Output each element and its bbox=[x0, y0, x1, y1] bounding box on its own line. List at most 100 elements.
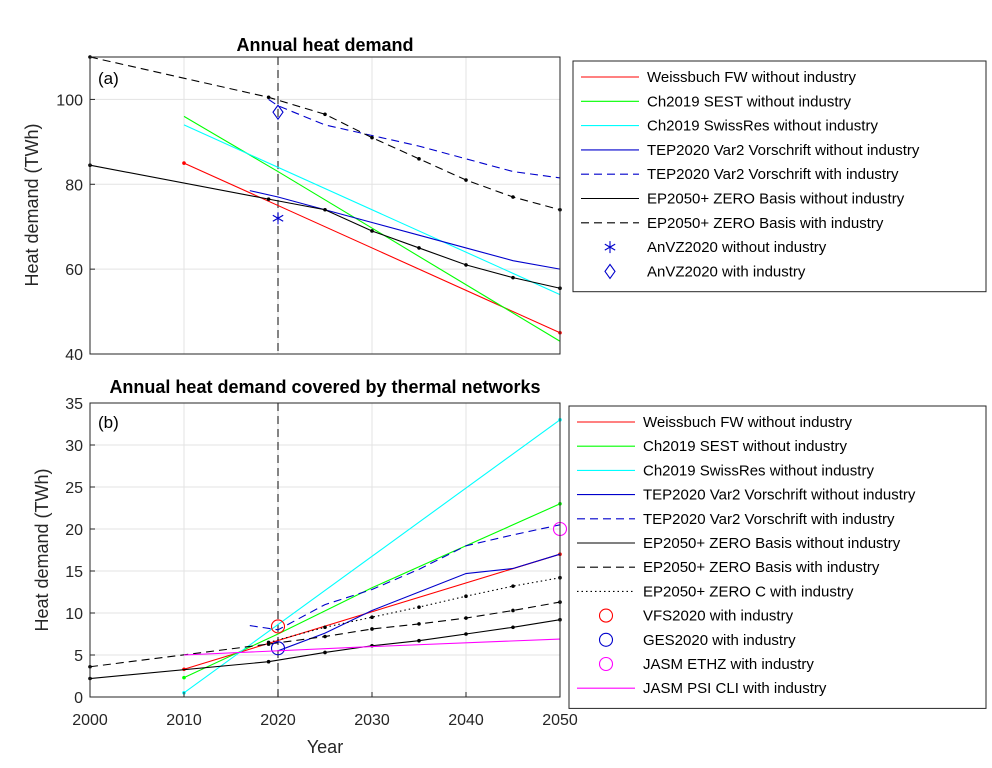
series-tep2020-var2-vorschrift-with-industry bbox=[249, 524, 561, 631]
legend-label: EP2050+ ZERO Basis with industry bbox=[643, 559, 880, 576]
legend: Weissbuch FW without industry Ch2019 SEST… bbox=[572, 60, 987, 293]
series-line bbox=[268, 98, 561, 179]
legend-label: VFS2020 with industry bbox=[643, 608, 794, 625]
x-tick-label: 2040 bbox=[448, 712, 484, 729]
series-ep2050-zero-basis-with-industry bbox=[88, 600, 562, 669]
legend-box bbox=[568, 405, 987, 709]
circle-marker bbox=[270, 641, 286, 656]
legend-item: EP2050+ ZERO Basis with industry bbox=[577, 559, 880, 576]
data-point bbox=[511, 275, 515, 280]
data-point bbox=[464, 178, 468, 182]
legend-label: TEP2020 Var2 Vorschrift without industry bbox=[643, 487, 916, 504]
series-ch2019-sest-without-industry bbox=[183, 115, 561, 342]
series-group bbox=[88, 55, 562, 342]
circle-marker bbox=[270, 619, 286, 634]
series-line bbox=[183, 162, 561, 334]
series-jasm-psi-cli-with-industry bbox=[183, 638, 561, 656]
legend-label: EP2050+ ZERO Basis without industry bbox=[647, 191, 905, 208]
series-ep2050-zero-basis-without-industry bbox=[88, 163, 562, 291]
diamond-marker bbox=[604, 263, 616, 280]
series-line bbox=[183, 503, 561, 679]
y-tick-label: 30 bbox=[65, 438, 83, 455]
panel-label: (a) bbox=[98, 69, 119, 88]
legend-item: AnVZ2020 without industry bbox=[604, 239, 827, 256]
panel-label: (b) bbox=[98, 413, 119, 432]
y-tick-label: 60 bbox=[65, 262, 83, 279]
legend-item: AnVZ2020 with industry bbox=[604, 263, 806, 280]
series-group bbox=[88, 418, 568, 695]
legend-label: EP2050+ ZERO Basis with industry bbox=[647, 215, 884, 232]
series-line bbox=[249, 524, 561, 631]
data-point bbox=[464, 616, 468, 620]
legend-label: TEP2020 Var2 Vorschrift without industry bbox=[647, 142, 920, 159]
y-tick-label: 15 bbox=[65, 564, 83, 581]
series-tep2020-var2-vorschrift-with-industry bbox=[268, 98, 561, 179]
y-tick-label: 35 bbox=[65, 396, 83, 413]
series-line bbox=[89, 619, 561, 680]
legend-label: AnVZ2020 with industry bbox=[647, 263, 806, 280]
circle-marker bbox=[598, 632, 614, 647]
data-point bbox=[370, 627, 374, 631]
legend-label: TEP2020 Var2 Vorschrift with industry bbox=[643, 511, 895, 528]
y-tick-label: 100 bbox=[56, 92, 83, 109]
x-axis-label: Year bbox=[307, 737, 343, 757]
y-tick-label: 40 bbox=[65, 347, 83, 364]
legend-item: Ch2019 SwissRes without industry bbox=[577, 462, 874, 479]
asterisk-marker bbox=[604, 241, 616, 254]
data-point bbox=[323, 650, 327, 655]
data-point bbox=[511, 584, 515, 588]
legend-label: JASM ETHZ with industry bbox=[643, 656, 814, 673]
series-line bbox=[249, 190, 561, 270]
legend-item: GES2020 with industry bbox=[598, 632, 796, 649]
x-tick-labels: 2000 2010 2020 2030 2040 2050 bbox=[72, 692, 578, 729]
legend-item: TEP2020 Var2 Vorschrift without industry bbox=[577, 487, 916, 504]
y-tick-label: 5 bbox=[74, 648, 83, 665]
legend-label: Weissbuch FW without industry bbox=[647, 69, 856, 86]
legend-label: GES2020 with industry bbox=[643, 632, 796, 649]
legend-item: Ch2019 SEST without industry bbox=[581, 93, 852, 110]
data-point bbox=[464, 263, 468, 267]
grid bbox=[89, 57, 561, 355]
legend-item: EP2050+ ZERO Basis without industry bbox=[581, 191, 905, 208]
legend-label: Ch2019 SEST without industry bbox=[647, 93, 852, 110]
series-line bbox=[89, 164, 561, 289]
data-point bbox=[417, 622, 421, 626]
data-point bbox=[417, 246, 421, 250]
y-tick-label: 10 bbox=[65, 606, 83, 623]
x-tick-label: 2010 bbox=[166, 712, 202, 729]
legend-item: TEP2020 Var2 Vorschrift without industry bbox=[581, 142, 920, 159]
y-axis-label: Heat demand (TWh) bbox=[32, 468, 52, 631]
legend-item: JASM ETHZ with industry bbox=[598, 656, 814, 673]
circle-marker bbox=[598, 656, 614, 672]
data-point bbox=[266, 95, 271, 100]
data-point bbox=[266, 197, 271, 201]
legend-item: VFS2020 with industry bbox=[598, 608, 794, 625]
y-tick-label: 20 bbox=[65, 522, 83, 539]
data-point bbox=[266, 659, 271, 664]
legend-box bbox=[572, 60, 987, 293]
data-point bbox=[323, 625, 327, 630]
legend-item: TEP2020 Var2 Vorschrift with industry bbox=[581, 166, 899, 183]
series-ep2050-zero-basis-with-industry bbox=[88, 55, 562, 212]
data-point bbox=[323, 634, 327, 639]
legend-item: JASM PSI CLI with industry bbox=[577, 680, 827, 697]
data-point bbox=[370, 135, 374, 140]
legend-item: EP2050+ ZERO Basis without industry bbox=[577, 535, 901, 552]
legend-item: EP2050+ ZERO Basis with industry bbox=[581, 215, 884, 232]
data-point bbox=[511, 195, 515, 199]
legend-label: EP2050+ ZERO Basis without industry bbox=[643, 535, 901, 552]
data-point bbox=[464, 594, 468, 598]
series-line bbox=[183, 124, 561, 296]
series-tep2020-var2-vorschrift-without-industry bbox=[277, 553, 561, 652]
legend-label: Ch2019 SEST without industry bbox=[643, 438, 848, 455]
data-point bbox=[464, 632, 468, 636]
data-point bbox=[417, 157, 421, 161]
series-ep2050-zero-c-with-industry bbox=[266, 575, 562, 645]
series-tep2020-var2-vorschrift-without-industry bbox=[249, 190, 561, 270]
data-point bbox=[323, 112, 327, 117]
data-point bbox=[182, 675, 186, 680]
y-tick-label: 0 bbox=[74, 690, 83, 707]
y-tick-label: 25 bbox=[65, 480, 83, 497]
